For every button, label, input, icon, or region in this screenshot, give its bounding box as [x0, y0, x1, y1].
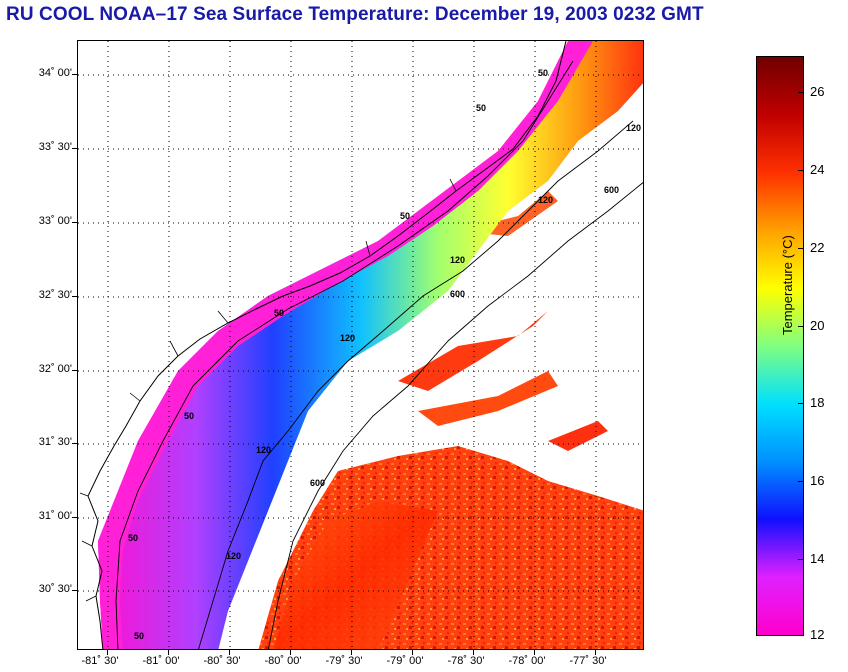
colorbar-label: 14	[810, 551, 825, 566]
lat-label: 32˚ 30'	[38, 289, 72, 301]
lat-tick	[72, 222, 77, 223]
lat-label: 32˚ 00'	[38, 363, 72, 375]
plot-title: RU COOL NOAA–17 Sea Surface Temperature:…	[6, 4, 704, 25]
contour-label: 600	[450, 289, 465, 299]
colorbar-title: Temperature (°C)	[780, 235, 795, 335]
colorbar-tick	[798, 635, 804, 636]
lat-label: 33˚ 30'	[38, 141, 72, 153]
colorbar-label: 18	[810, 395, 825, 410]
contour-label: 120	[340, 333, 355, 343]
colorbar-tick	[798, 559, 804, 560]
contour-label: 50	[128, 533, 138, 543]
isobath-600	[267, 182, 643, 649]
lon-label: -79˚ 00'	[386, 655, 424, 667]
lon-tick	[534, 650, 535, 655]
contour-label: 120	[626, 123, 641, 133]
contour-label: 50	[476, 103, 486, 113]
isobath-50	[115, 60, 574, 649]
lon-tick	[473, 650, 474, 655]
colorbar-label: 26	[810, 84, 825, 99]
contour-label: 120	[450, 255, 465, 265]
lat-label: 31˚ 00'	[38, 510, 72, 522]
sst-map[interactable]: 50 50 50 50 50 50 50 120 120 120 120 120…	[77, 40, 644, 650]
coastline	[87, 41, 567, 649]
lat-tick	[72, 296, 77, 297]
contour-label: 50	[134, 631, 144, 641]
lat-tick	[72, 148, 77, 149]
sst-map-canvas: 50 50 50 50 50 50 50 120 120 120 120 120…	[78, 41, 643, 649]
lon-tick	[595, 650, 596, 655]
colorbar-label: 24	[810, 162, 825, 177]
lon-label: -81˚ 30'	[81, 655, 119, 667]
contour-label: 50	[400, 211, 410, 221]
lon-tick	[351, 650, 352, 655]
lat-tick	[72, 74, 77, 75]
graticule	[78, 41, 643, 649]
lon-tick	[229, 650, 230, 655]
colorbar-tick	[798, 403, 804, 404]
colorbar-tick	[798, 326, 804, 327]
contour-label: 50	[538, 68, 548, 78]
colorbar-tick	[798, 170, 804, 171]
lon-label: -80˚ 30'	[203, 655, 241, 667]
lon-label: -81˚ 00'	[142, 655, 180, 667]
isobath-120	[198, 120, 634, 649]
lon-tick	[107, 650, 108, 655]
lon-label: -77˚ 30'	[569, 655, 607, 667]
lat-label: 33˚ 00'	[38, 215, 72, 227]
colorbar-label: 20	[810, 318, 825, 333]
contour-label: 120	[538, 195, 553, 205]
contour-label: 50	[274, 308, 284, 318]
lat-tick	[72, 370, 77, 371]
lat-tick	[72, 590, 77, 591]
contour-label: 120	[226, 551, 241, 561]
colorbar-tick	[798, 92, 804, 93]
lon-label: -79˚ 30'	[325, 655, 363, 667]
colorbar-label: 22	[810, 240, 825, 255]
lat-label: 31˚ 30'	[38, 436, 72, 448]
contour-label: 600	[604, 185, 619, 195]
colorbar-label: 16	[810, 473, 825, 488]
lat-tick	[72, 517, 77, 518]
colorbar-label: 12	[810, 627, 825, 642]
lat-tick	[72, 443, 77, 444]
lon-tick	[168, 650, 169, 655]
colorbar-tick	[798, 248, 804, 249]
lon-tick	[290, 650, 291, 655]
temperature-colorbar	[756, 56, 804, 636]
lon-label: -78˚ 00'	[508, 655, 546, 667]
lon-label: -80˚ 00'	[264, 655, 302, 667]
warm-filament	[398, 311, 548, 391]
shelf-water-band	[98, 41, 643, 649]
contour-label: 600	[310, 478, 325, 488]
lat-label: 30˚ 30'	[38, 583, 72, 595]
contour-label: 50	[184, 411, 194, 421]
lon-label: -78˚ 30'	[447, 655, 485, 667]
colorbar-tick	[798, 481, 804, 482]
contour-label: 120	[256, 445, 271, 455]
lon-tick	[412, 650, 413, 655]
lat-label: 34˚ 00'	[38, 67, 72, 79]
